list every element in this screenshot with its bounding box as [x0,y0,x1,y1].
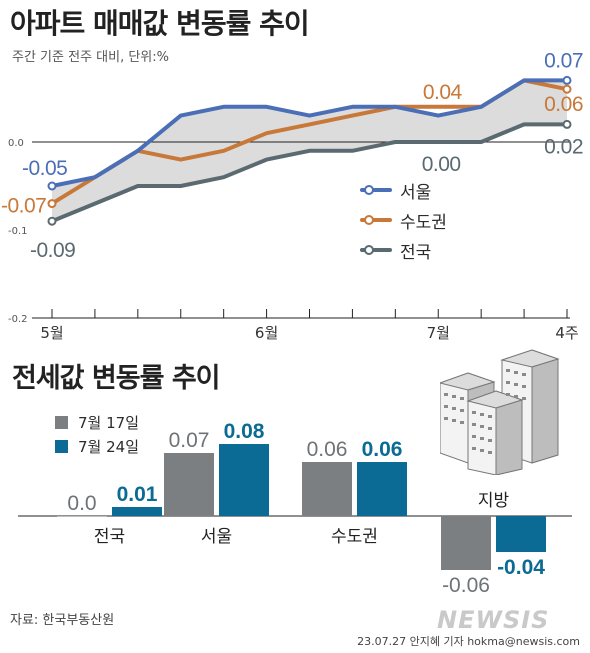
value-label-sudogwon-mid: 0.04 [423,81,463,104]
value-label-seoul-first: -0.05 [22,157,67,180]
legend-swatch [55,415,68,429]
data-point-sudogwon [47,199,57,209]
bar-week24 [357,462,407,516]
value-label-national-mid: 0.00 [422,153,461,176]
line-chart-title: 아파트 매매값 변동률 추이 [10,7,310,40]
y-tick-label: -0.2 [8,314,28,325]
bar-week17 [57,516,107,517]
legend-item-sudogwon: 수도권 [360,205,447,235]
value-label-sudogwon-last: 0.06 [544,93,583,116]
line-legend: 서울 수도권 전국 [360,175,447,265]
x-tick-label: 5월 [40,324,63,342]
bar-week24 [496,516,546,552]
series-line-national [50,122,569,224]
bar-value-label: 0.06 [362,438,403,461]
bar-week17 [302,462,352,516]
data-point-sudogwon [562,84,572,94]
value-label-sudogwon-first: -0.07 [1,195,46,218]
category-label: 서울 [201,527,232,547]
value-label-national-first: -0.09 [30,239,75,262]
x-tick-label: 7월 [427,324,450,342]
bar-week24 [219,444,269,516]
legend-item-seoul: 서울 [360,175,447,205]
source-note: 자료: 한국부동산원 [10,613,115,628]
apartment-buildings-icon [440,349,560,475]
line-chart-subtitle: 주간 기준 전주 대비, 단위:% [12,50,169,65]
x-tick-label: 6월 [255,324,278,342]
legend-item-national: 전국 [360,235,447,265]
legend-label: 서울 [400,182,432,203]
category-label: 수도권 [331,527,378,547]
bar-value-label: 0.0 [67,492,96,515]
legend-label: 7월 17일 [78,413,139,432]
bar-value-label: 0.08 [224,420,265,443]
data-point-national [562,119,572,129]
legend-line-icon [360,185,392,195]
bar-chart-title: 전세값 변동률 추이 [12,363,221,394]
value-label-national-last: 0.02 [544,135,583,158]
bar-value-label: -0.04 [497,556,545,579]
bar-value-label: 0.01 [117,483,158,506]
bar-week17 [164,453,214,516]
legend-label: 7월 24일 [78,437,139,456]
x-tick-label: 4주 [555,324,578,342]
category-label: 전국 [94,527,125,547]
series-line-seoul [50,78,569,188]
bar-week24 [112,507,162,516]
credit-line: 23.07.27 안지혜 기자 hokma@newsis.com [357,635,580,648]
category-label: 지방 [478,491,510,511]
bar-value-label: 0.07 [169,429,210,452]
legend-line-icon [360,215,392,225]
bar-chart: 0.0 0.01 전국 0.07 0.08 서울 0.06 0.06 수도권 -0.06 -0.04… [18,420,572,597]
legend-label: 수도권 [400,212,447,233]
legend-line-icon [360,245,392,255]
line-chart: 0.0 -0.1 -0.2 5월 6월 7월 4주 -0.05 -0.07 -0.09 0.04 0.… [1,49,584,342]
data-point-national [47,216,57,226]
bar-value-label: -0.06 [442,574,490,597]
legend-item-week24: 7월 24일 [55,434,139,458]
legend-item-week17: 7월 17일 [55,410,139,434]
y-tick-label: 0.0 [8,138,24,149]
newsis-logo: NEWSIS [437,606,550,634]
data-point-seoul [562,75,572,85]
bar-week17 [441,516,491,570]
legend-label: 전국 [400,242,432,263]
legend-swatch [55,439,68,453]
data-point-seoul [47,181,57,191]
bar-value-label: 0.06 [307,438,348,461]
bar-legend: 7월 17일 7월 24일 [55,410,139,458]
value-label-seoul-last: 0.07 [544,49,583,72]
y-tick-label: -0.1 [8,226,28,237]
